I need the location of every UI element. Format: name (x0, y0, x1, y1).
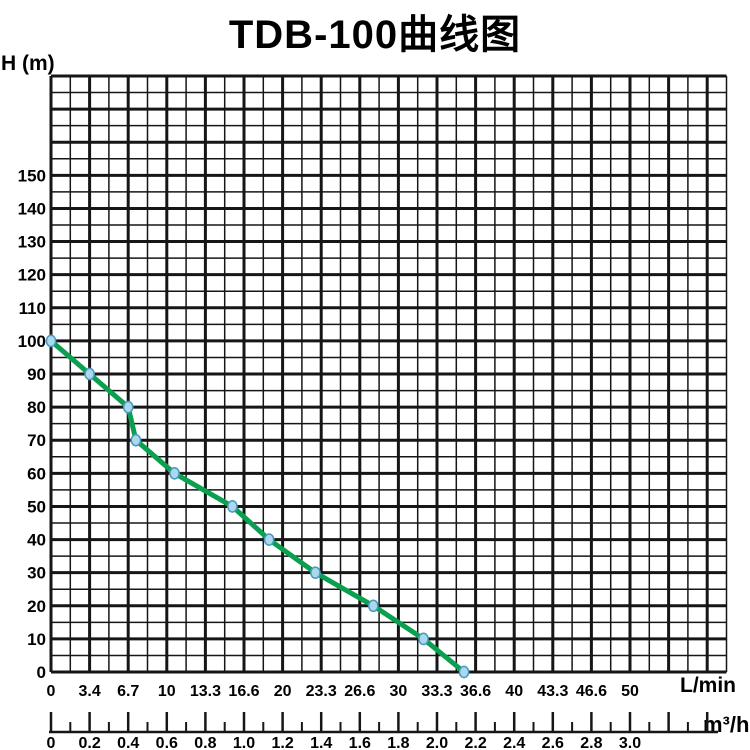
ruler-tick-label: 0.2 (78, 735, 100, 750)
y-tick-label: 90 (27, 365, 46, 384)
m3h-ruler-axis: 0 0.2 0.4 0.6 0.8 1.0 1.2 1.4 1.6 1.8 2.0 2.2 2.4 2.6… (47, 712, 718, 750)
x-tick-label: 0 (47, 683, 56, 700)
curve-marker (310, 566, 321, 580)
ruler-tick-label: 1.0 (233, 735, 255, 750)
ruler-tick-label: 0.8 (194, 735, 216, 750)
ruler-tick-label: 1.8 (387, 735, 409, 750)
x-tick-label: 33.3 (421, 683, 452, 700)
y-tick-label: 60 (27, 464, 46, 483)
x-tick-label: 20 (274, 683, 292, 700)
x-tick-label: 30 (390, 683, 408, 700)
y-tick-label: 70 (27, 431, 46, 450)
y-axis-tick-labels: 0 10 20 30 40 50 60 70 80 90 100 110 120 130 140 150 (18, 166, 46, 682)
x-tick-label: 50 (621, 683, 639, 700)
ruler-tick-label: 3.0 (619, 735, 641, 750)
y-tick-label: 30 (27, 564, 46, 583)
curve-marker (227, 500, 238, 513)
ruler-tick-label: 2.8 (580, 735, 602, 750)
ruler-tick-label: 2.4 (503, 735, 525, 750)
ruler-tick-label: 0 (47, 735, 56, 750)
x-tick-label: 36.6 (460, 683, 491, 700)
x-axis-tick-labels: 0 3.4 6.7 10 13.3 16.6 20 23.3 26.6 30 33.3 36.6 40 4… (47, 683, 639, 700)
ruler-tick-label: 1.6 (349, 735, 371, 750)
y-tick-label: 20 (27, 597, 46, 616)
x-tick-label: 10 (158, 683, 176, 700)
ruler-tick-label: 2.2 (464, 735, 486, 750)
x-tick-label: 3.4 (78, 683, 100, 700)
y-tick-label: 100 (18, 332, 46, 351)
y-tick-label: 140 (18, 199, 46, 218)
y-tick-label: 80 (27, 398, 46, 417)
curve-marker (84, 367, 95, 381)
ruler-tick-label: 1.4 (310, 735, 332, 750)
curve-marker (130, 433, 142, 447)
ruler-tick-label: 2.6 (542, 735, 564, 750)
grid (49, 74, 728, 674)
y-tick-label: 10 (27, 630, 46, 649)
x-tick-label: 13.3 (190, 683, 221, 700)
ruler-tick-label: 0.6 (156, 735, 178, 750)
y-tick-label: 110 (19, 299, 46, 318)
y-tick-label: 130 (18, 233, 46, 252)
curve-marker (122, 400, 134, 414)
x-tick-label: 43.3 (537, 683, 568, 700)
y-tick-label: 40 (27, 531, 46, 550)
y-axis-unit-label: H (m) (1, 52, 55, 75)
curve-series (45, 334, 470, 679)
chart-title: TDB-100曲线图 (228, 13, 522, 57)
curve-marker (169, 466, 180, 480)
y-tick-label: 120 (18, 266, 46, 285)
curve-marker (263, 533, 275, 546)
ruler-tick-label: 0.4 (117, 735, 139, 750)
curve-marker (458, 665, 470, 679)
curve-marker (45, 334, 57, 348)
x-tick-label: 40 (505, 683, 523, 700)
ruler-tick-label: 1.2 (271, 735, 293, 750)
x-axis-unit-label: L/min (680, 674, 736, 697)
y-tick-label: 0 (37, 663, 46, 682)
curve-marker (418, 632, 429, 646)
y-tick-label: 150 (18, 166, 46, 185)
x-tick-label: 6.7 (117, 683, 139, 700)
curve-marker (367, 599, 379, 613)
x-tick-label: 26.6 (344, 683, 375, 700)
x-tick-label: 23.3 (306, 683, 337, 700)
ruler-tick-label: 2.0 (426, 735, 448, 750)
x-tick-label: 46.6 (576, 683, 607, 700)
x-tick-label: 16.6 (228, 683, 259, 700)
y-tick-label: 50 (27, 497, 46, 516)
